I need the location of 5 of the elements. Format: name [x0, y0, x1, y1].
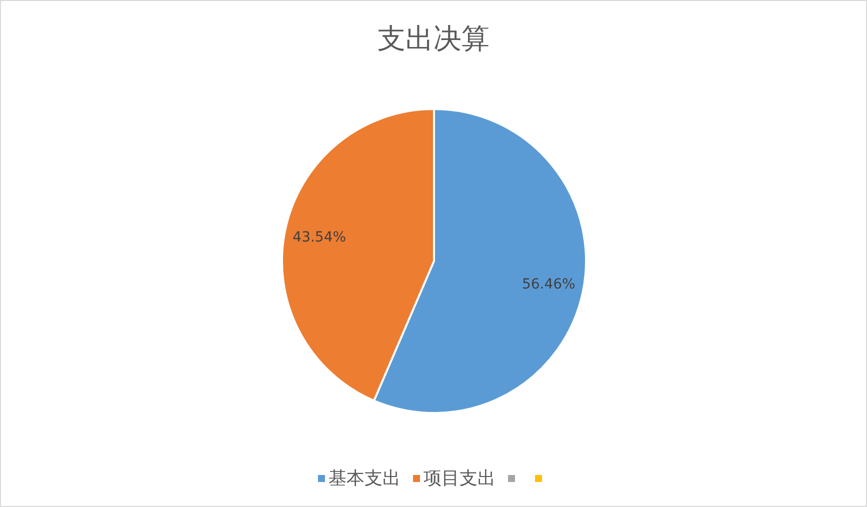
data-label: 56.46% — [522, 276, 576, 293]
legend-label: 项目支出 — [424, 467, 496, 490]
legend-label: 基本支出 — [328, 467, 400, 490]
chart-title: 支出决算 — [376, 21, 490, 57]
data-label: 43.54% — [292, 229, 346, 246]
